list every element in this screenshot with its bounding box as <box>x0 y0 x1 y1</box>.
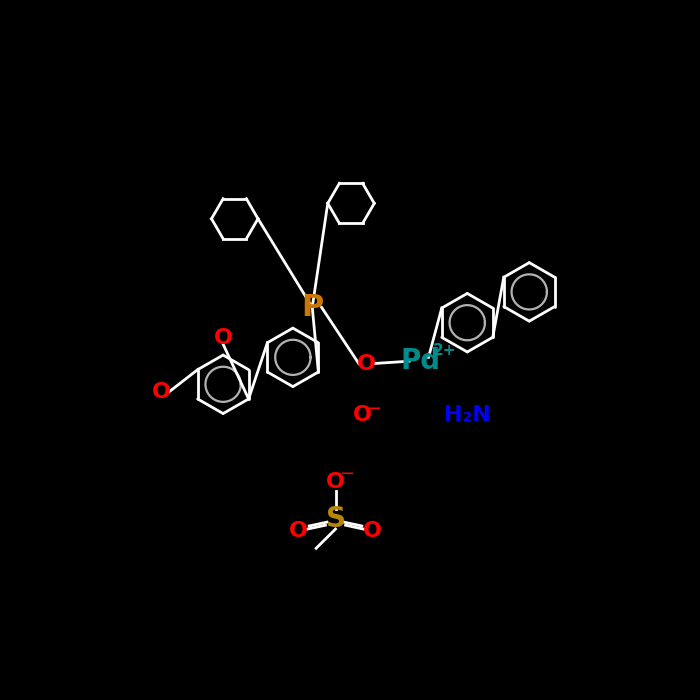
Text: −: − <box>339 466 354 484</box>
Text: S: S <box>326 505 346 533</box>
Text: O: O <box>363 521 382 540</box>
Text: O: O <box>326 472 345 492</box>
Text: Pd: Pd <box>400 347 441 375</box>
Text: O: O <box>214 328 232 348</box>
Text: O: O <box>357 354 376 374</box>
Text: H₂N: H₂N <box>444 405 491 425</box>
Text: 2+: 2+ <box>433 343 456 358</box>
Text: −: − <box>366 400 381 418</box>
Text: P: P <box>301 293 323 322</box>
Text: O: O <box>353 405 372 425</box>
Text: O: O <box>289 521 308 540</box>
Text: O: O <box>152 382 171 402</box>
